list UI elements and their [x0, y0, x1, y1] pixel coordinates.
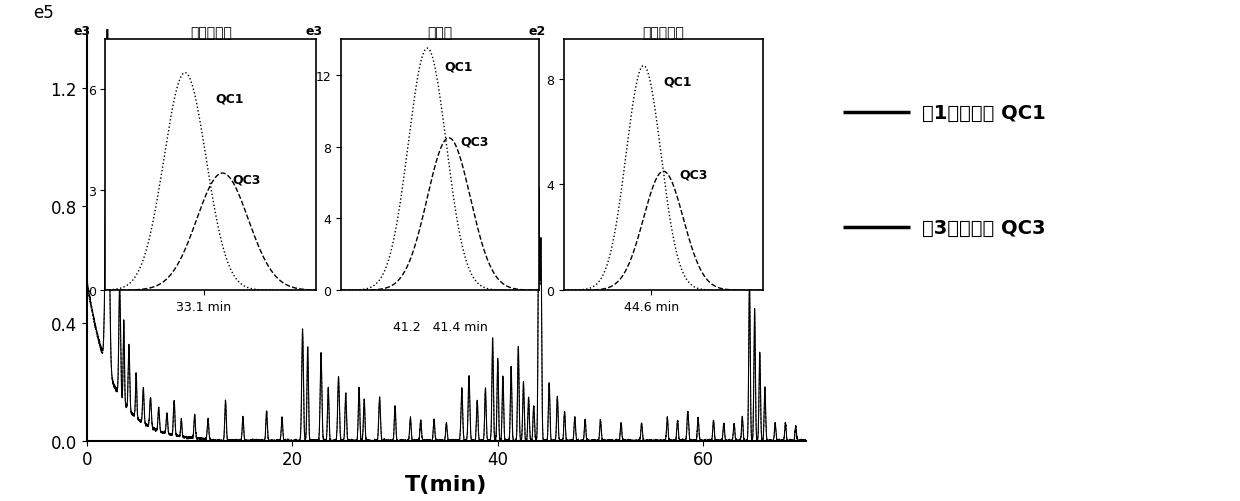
- Text: QC3: QC3: [460, 135, 489, 148]
- Text: 第1个监控样 QC1: 第1个监控样 QC1: [923, 104, 1045, 123]
- Text: e3: e3: [305, 25, 322, 38]
- Text: QC1: QC1: [663, 75, 692, 88]
- Title: 双苯三唑醇: 双苯三唑醇: [642, 26, 684, 40]
- Text: 第3个监控样 QC3: 第3个监控样 QC3: [923, 218, 1045, 237]
- Y-axis label: e5: e5: [33, 4, 55, 22]
- Text: QC3: QC3: [232, 173, 260, 186]
- Text: e3: e3: [74, 25, 91, 38]
- X-axis label: T(min): T(min): [405, 474, 487, 494]
- Text: 41.2   41.4 min: 41.2 41.4 min: [393, 321, 487, 334]
- Text: QC3: QC3: [680, 168, 708, 181]
- Text: e2: e2: [528, 25, 546, 38]
- Text: QC1: QC1: [215, 93, 243, 106]
- Title: 双苯酰草胺: 双苯酰草胺: [190, 26, 232, 40]
- Title: 嘴菌酯: 嘴菌酯: [428, 26, 453, 40]
- Text: QC1: QC1: [444, 60, 472, 73]
